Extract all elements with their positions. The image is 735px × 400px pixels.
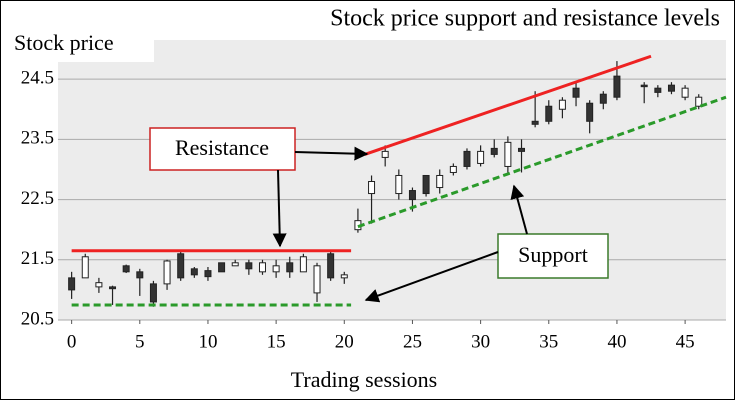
y-axis-label: Stock price xyxy=(14,30,114,55)
arrow xyxy=(364,251,499,303)
resistance-box xyxy=(149,127,296,171)
candle-body xyxy=(640,84,648,88)
candle-body xyxy=(258,262,266,273)
candle-body xyxy=(449,165,457,173)
x-tick-label: 10 xyxy=(198,331,217,352)
candle-body xyxy=(558,99,566,110)
candle-body xyxy=(81,256,89,279)
x-tick-label: 35 xyxy=(539,331,558,352)
candle-body xyxy=(586,102,594,122)
candle-body xyxy=(518,147,526,152)
candle-body xyxy=(436,174,444,189)
candle-body xyxy=(599,93,607,104)
candle-body xyxy=(122,265,130,273)
x-axis-label: Trading sessions xyxy=(291,367,438,392)
support-box xyxy=(497,233,609,279)
candle-body xyxy=(109,286,117,290)
x-tick-label: 30 xyxy=(471,331,490,352)
candle-body xyxy=(531,120,539,125)
x-tick-label: 20 xyxy=(335,331,354,352)
y-label-bg xyxy=(4,28,154,62)
candle-body xyxy=(395,174,403,195)
y-tick-label: 23.5 xyxy=(21,128,54,149)
chart-title: Stock price support and resistance level… xyxy=(330,6,720,32)
arrow xyxy=(272,169,287,248)
x-tick-label: 40 xyxy=(607,331,626,352)
arrow xyxy=(294,146,369,161)
candle-body xyxy=(149,283,157,303)
candle-body xyxy=(408,190,416,201)
candle-body xyxy=(545,105,553,122)
candle-body xyxy=(313,265,321,294)
level-line xyxy=(357,95,727,229)
candle-body xyxy=(572,87,580,98)
candle-body xyxy=(286,262,294,273)
candle-body xyxy=(163,260,171,285)
x-tick-label: 25 xyxy=(403,331,422,352)
candle-body xyxy=(463,150,471,167)
candle-body xyxy=(204,270,212,278)
x-tick-label: 0 xyxy=(67,331,77,352)
candle-body xyxy=(272,265,280,273)
candle-body xyxy=(381,150,389,158)
candle-body xyxy=(477,150,485,164)
y-tick-label: 24.5 xyxy=(21,67,54,88)
candle-body xyxy=(490,147,498,155)
candle-body xyxy=(299,256,307,273)
candle-body xyxy=(177,253,185,279)
candle-body xyxy=(613,75,621,98)
candle-body xyxy=(667,84,675,92)
support-label: Support xyxy=(518,242,588,267)
candle-body xyxy=(218,262,226,273)
candle-body xyxy=(681,87,689,98)
x-tick-label: 5 xyxy=(135,331,145,352)
arrow xyxy=(510,184,528,235)
y-tick-label: 20.5 xyxy=(21,308,54,329)
candle-body xyxy=(422,174,430,195)
y-tick-label: 21.5 xyxy=(21,248,54,269)
candle-body xyxy=(695,96,703,107)
candle-body xyxy=(340,274,348,279)
plot-area xyxy=(58,40,726,320)
x-tick-label: 15 xyxy=(267,331,286,352)
candle-body xyxy=(327,253,335,279)
y-tick-label: 22.5 xyxy=(21,188,54,209)
candle-body xyxy=(231,262,239,267)
resistance-label: Resistance xyxy=(175,135,269,160)
candle-body xyxy=(368,181,376,195)
candle-body xyxy=(95,282,103,288)
candle-body xyxy=(190,268,198,276)
candle-body xyxy=(68,277,76,291)
candle-body xyxy=(136,271,144,279)
x-tick-label: 45 xyxy=(676,331,695,352)
candle-body xyxy=(504,141,512,167)
level-line xyxy=(364,54,652,156)
candle-body xyxy=(654,87,662,93)
candle-body xyxy=(245,262,253,270)
